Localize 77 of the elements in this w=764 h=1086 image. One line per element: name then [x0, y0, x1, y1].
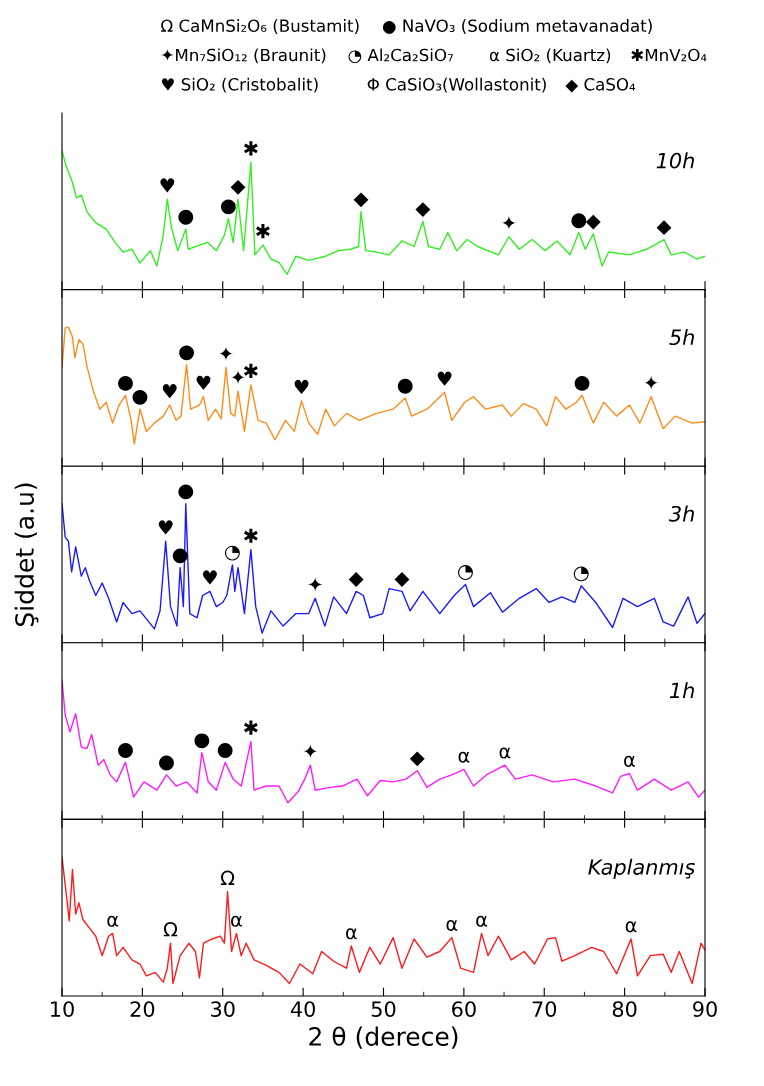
annotation: 5h: [669, 328, 694, 346]
annotation: Ω: [163, 921, 178, 937]
annotation: ●: [571, 213, 587, 229]
text: ✦Mn₇SiO₁₂ (Braunit): [161, 48, 326, 64]
annotation: Ω: [220, 870, 235, 885]
annotation: ◆: [394, 572, 410, 587]
annotation: ✱: [243, 363, 258, 379]
annotation: ◔: [224, 545, 240, 561]
annotation: ♥: [162, 384, 177, 399]
annotation: ✱: [243, 528, 258, 543]
annotation: α: [458, 751, 470, 763]
annotation: ♥: [196, 375, 211, 390]
annotation: 3h: [668, 505, 694, 522]
annotation: ●: [118, 376, 133, 391]
annotation: ♥: [202, 570, 217, 585]
annotation: ●: [179, 345, 194, 361]
x-tick-label: 20: [130, 1001, 155, 1017]
x-tick-label: 40: [290, 1001, 315, 1017]
annotation: ✦: [643, 375, 659, 391]
text: ● NaVO₃ (Sodium metavanadat): [382, 19, 652, 34]
annotation: ●: [132, 389, 148, 405]
annotation: α: [624, 755, 635, 767]
annotation: ◆: [353, 192, 369, 208]
annotation: ✦: [307, 577, 323, 592]
x-tick-label: 90: [693, 1001, 717, 1017]
annotation: α: [346, 928, 357, 940]
annotation: ◆: [230, 179, 246, 195]
annotation: α: [625, 921, 637, 933]
annotation: ✱: [243, 720, 258, 735]
annotation: Kaplanmış: [588, 858, 695, 879]
annotation: ♥: [160, 178, 175, 193]
annotation: ●: [574, 376, 590, 391]
annotation: ●: [220, 199, 236, 215]
annotation: ◆: [415, 202, 431, 218]
text: Φ CaSiO₃(Wollastonit): [367, 77, 546, 93]
annotation: ●: [217, 743, 233, 758]
annotation: ●: [178, 209, 194, 225]
text: ✱MnV₂O₄: [631, 48, 707, 62]
annotation: ●: [118, 743, 133, 758]
x-tick-label: 70: [532, 1001, 557, 1017]
annotation: 10h: [656, 152, 694, 169]
x-tick-label: 50: [371, 1001, 396, 1017]
annotation: ✦: [303, 743, 318, 759]
annotation: ●: [397, 378, 413, 394]
annotation: ◆: [409, 751, 425, 767]
annotation: ◔: [458, 565, 473, 580]
annotation: α: [499, 747, 511, 759]
annotation: α: [231, 915, 242, 927]
annotation: ◆: [348, 572, 364, 587]
x-tick-label: 30: [211, 1001, 235, 1017]
annotation: ●: [194, 733, 210, 749]
annotation: ●: [178, 484, 194, 500]
text: ♥ SiO₂ (Cristobalit): [161, 77, 318, 93]
x-tick-label: 60: [452, 1001, 476, 1017]
annotation: α: [476, 915, 488, 927]
text: ◆ CaSO₄: [565, 78, 636, 93]
annotation: 1h: [669, 682, 694, 698]
annotation: ◆: [656, 220, 672, 236]
x-tick-label: 10: [51, 1001, 74, 1017]
annotation: ◆: [585, 214, 601, 230]
annotation: ●: [159, 755, 174, 771]
y-axis-title: Şiddet (a.u): [14, 483, 39, 626]
annotation: ◔: [573, 566, 589, 582]
text: ◔ Al₂Ca₂SiO₇: [348, 48, 453, 64]
text: α SiO₂ (Kuartz): [489, 48, 611, 64]
annotation: ♥: [158, 520, 173, 535]
x-axis-title: 2 θ (derece): [309, 1026, 458, 1049]
annotation: α: [446, 919, 458, 932]
annotation: ✱: [243, 141, 258, 156]
annotation: ✱: [256, 224, 270, 239]
annotation: ✦: [218, 346, 234, 361]
annotation: ♥: [437, 371, 452, 386]
annotation: ✦: [501, 215, 517, 231]
annotation: α: [107, 915, 119, 927]
annotation: ♥: [294, 379, 309, 395]
text: Ω CaMnSi₂O₆ (Bustamit): [161, 19, 359, 34]
x-tick-label: 80: [612, 1001, 637, 1017]
